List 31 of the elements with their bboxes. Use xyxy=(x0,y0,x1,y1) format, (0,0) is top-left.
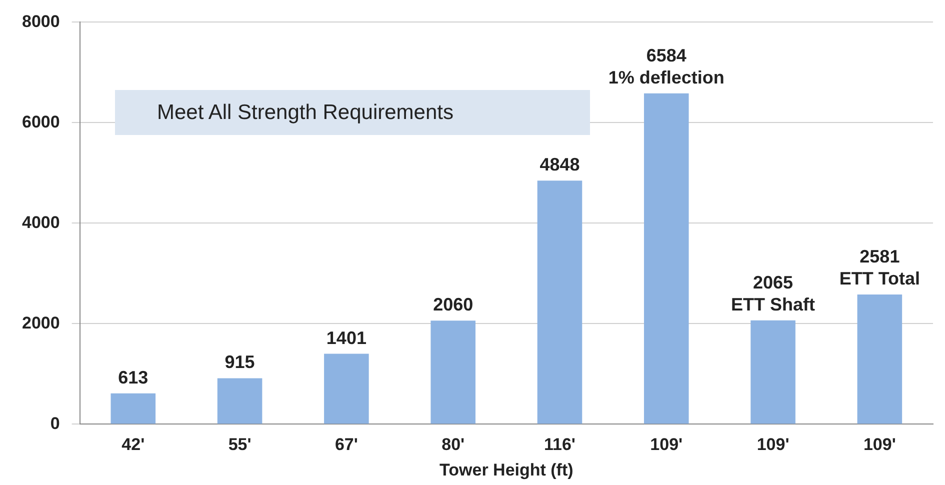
x-tick-label: 55' xyxy=(228,435,252,454)
bar xyxy=(217,378,262,424)
data-label: 4848 xyxy=(540,154,580,175)
x-tick-label: 67' xyxy=(334,435,358,454)
data-label: 2060 xyxy=(433,294,474,315)
y-tick-label: 8000 xyxy=(22,12,60,31)
y-tick-label: 2000 xyxy=(22,313,60,332)
bar xyxy=(644,93,689,424)
note-box: Meet All Strength Requirements xyxy=(115,90,590,135)
data-label: 2065 ETT Shaft xyxy=(731,272,816,314)
y-tick-label: 4000 xyxy=(22,212,60,232)
bar xyxy=(430,320,476,424)
data-label: 613 xyxy=(118,367,148,388)
x-tick-label: 116' xyxy=(544,435,576,454)
data-label: 915 xyxy=(224,352,255,372)
x-axis-title: Tower Height (ft) xyxy=(440,460,574,480)
x-tick-label: 42' xyxy=(122,435,145,454)
x-tick-label: 109' xyxy=(756,435,790,454)
bar xyxy=(537,180,582,424)
data-label: 1401 xyxy=(326,328,366,348)
y-tick-label: 6000 xyxy=(22,112,60,132)
x-tick-label: 80' xyxy=(442,435,465,454)
bar xyxy=(857,294,902,424)
bar xyxy=(110,393,156,424)
x-tick-label: 109' xyxy=(863,435,896,454)
bar xyxy=(324,354,369,424)
y-tick-label: 0 xyxy=(50,414,60,433)
data-label: 2581 ETT Total xyxy=(839,246,920,288)
x-tick-label: 109' xyxy=(650,435,683,454)
bar xyxy=(750,320,796,424)
data-label: 6584 1% deflection xyxy=(608,45,724,88)
